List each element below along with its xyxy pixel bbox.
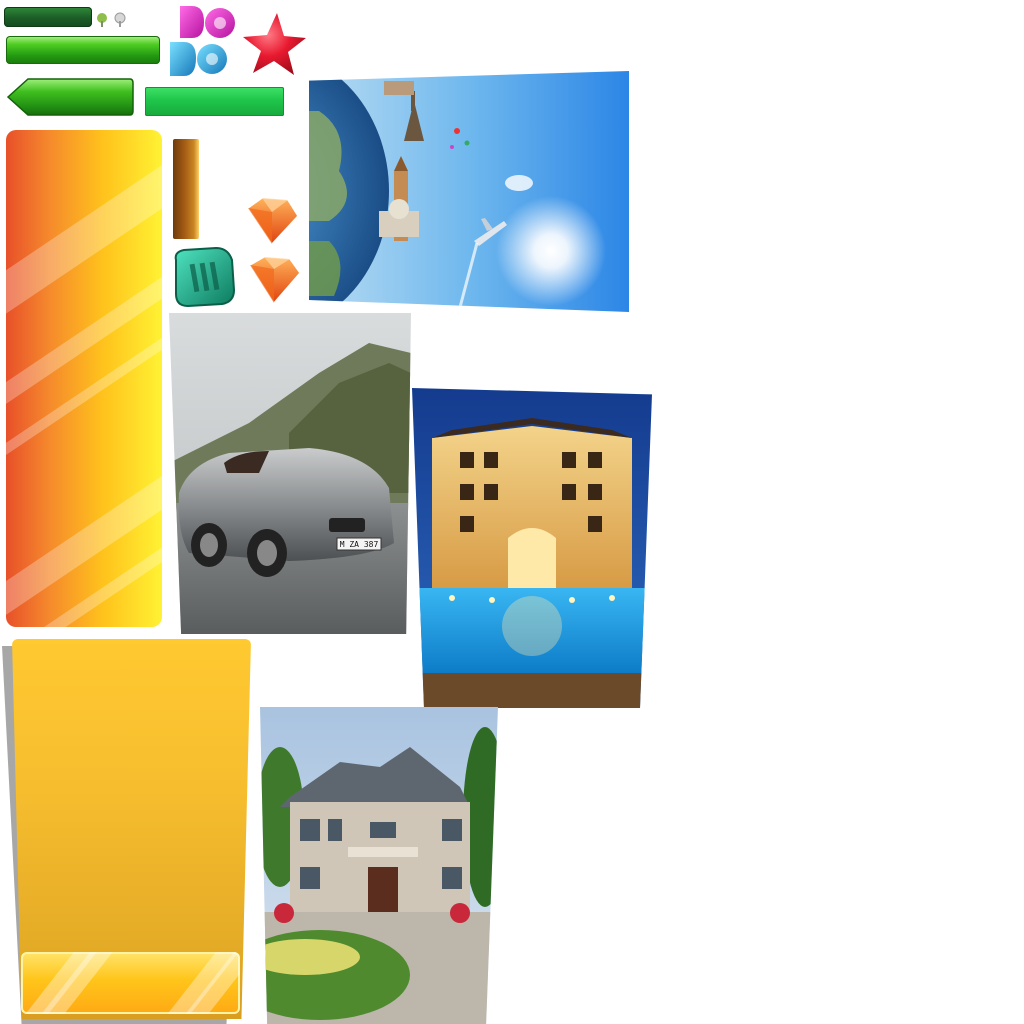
green-arrow-button[interactable] <box>6 77 134 117</box>
gold-panel-footer <box>21 952 240 1014</box>
token-icon <box>174 246 236 308</box>
wood-plank <box>173 139 199 239</box>
world-travel-photo <box>309 71 629 312</box>
pin-icon <box>114 12 126 27</box>
dark-green-progress-bar <box>4 7 92 27</box>
license-plate: M ZA 387 <box>340 540 379 549</box>
gem-icon <box>246 197 299 246</box>
pin-icons <box>97 12 126 27</box>
sports-car-photo: M ZA 387 <box>169 313 411 634</box>
mansion-photo <box>260 707 498 1024</box>
orange-panel <box>6 130 162 627</box>
green-flat-bar <box>145 87 284 116</box>
logo-letters <box>170 6 235 76</box>
green-progress-bar <box>6 36 160 64</box>
star-icon <box>243 13 306 75</box>
villa-pool-photo <box>412 388 652 708</box>
gem-icon <box>248 256 301 305</box>
pin-icon <box>97 13 107 27</box>
